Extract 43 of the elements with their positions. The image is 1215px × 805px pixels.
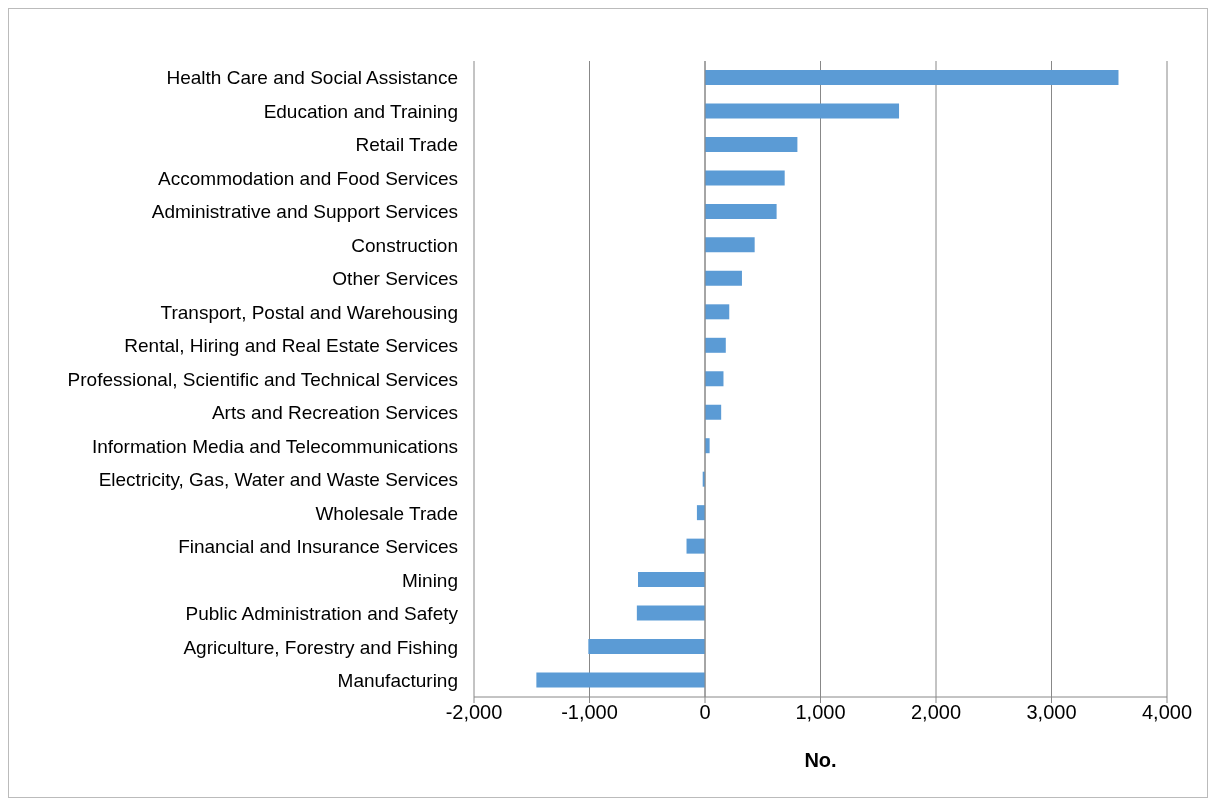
bar — [705, 404, 722, 420]
x-tick-label: 3,000 — [1026, 701, 1077, 724]
bar — [638, 572, 705, 588]
y-tick-label: Arts and Recreation Services — [211, 402, 458, 424]
y-tick-label: Professional, Scientific and Technical Services — [67, 368, 458, 390]
y-tick-label: Public Administration and Safety — [185, 603, 459, 625]
y-tick-label: Wholesale Trade — [315, 502, 458, 524]
y-tick-label: Mining — [402, 569, 458, 591]
y-tick-label: Health Care and Social Assistance — [166, 67, 458, 89]
y-tick-label: Rental, Hiring and Real Estate Services — [124, 335, 458, 357]
y-tick-label: Financial and Insurance Services — [178, 536, 458, 558]
x-tick-label: 1,000 — [795, 701, 846, 724]
bar — [636, 605, 705, 621]
bar — [705, 103, 900, 119]
bar — [705, 170, 785, 186]
y-tick-label: Electricity, Gas, Water and Waste Services — [98, 469, 458, 491]
bar — [705, 203, 777, 219]
y-tick-label: Education and Training — [263, 100, 458, 122]
bar — [536, 672, 705, 688]
x-tick-label: -2,000 — [445, 701, 503, 724]
bar — [705, 337, 726, 353]
y-tick-label: Information Media and Telecommunications — [91, 435, 458, 457]
x-axis-title: No. — [804, 749, 837, 771]
y-tick-label: Administrative and Support Services — [151, 201, 458, 223]
bar — [705, 371, 724, 387]
bar — [705, 237, 755, 253]
y-tick-label: Other Services — [332, 268, 458, 290]
y-tick-label: Accommodation and Food Services — [158, 167, 458, 189]
x-tick-label: -1,000 — [561, 701, 618, 724]
bar — [588, 639, 705, 655]
bar — [705, 304, 730, 320]
bar — [686, 538, 705, 554]
x-tick-label: 4,000 — [1141, 701, 1193, 724]
bar — [705, 70, 1119, 85]
x-tick-label: 2,000 — [910, 701, 962, 724]
x-tick-label: 0 — [699, 701, 711, 724]
y-tick-label: Retail Trade — [355, 134, 458, 156]
y-tick-label: Construction — [351, 234, 458, 256]
y-tick-label: Manufacturing — [337, 670, 458, 692]
bar — [705, 136, 798, 152]
y-tick-label: Transport, Postal and Warehousing — [160, 301, 458, 323]
y-tick-label: Agriculture, Forestry and Fishing — [183, 636, 458, 658]
bar — [705, 270, 742, 286]
